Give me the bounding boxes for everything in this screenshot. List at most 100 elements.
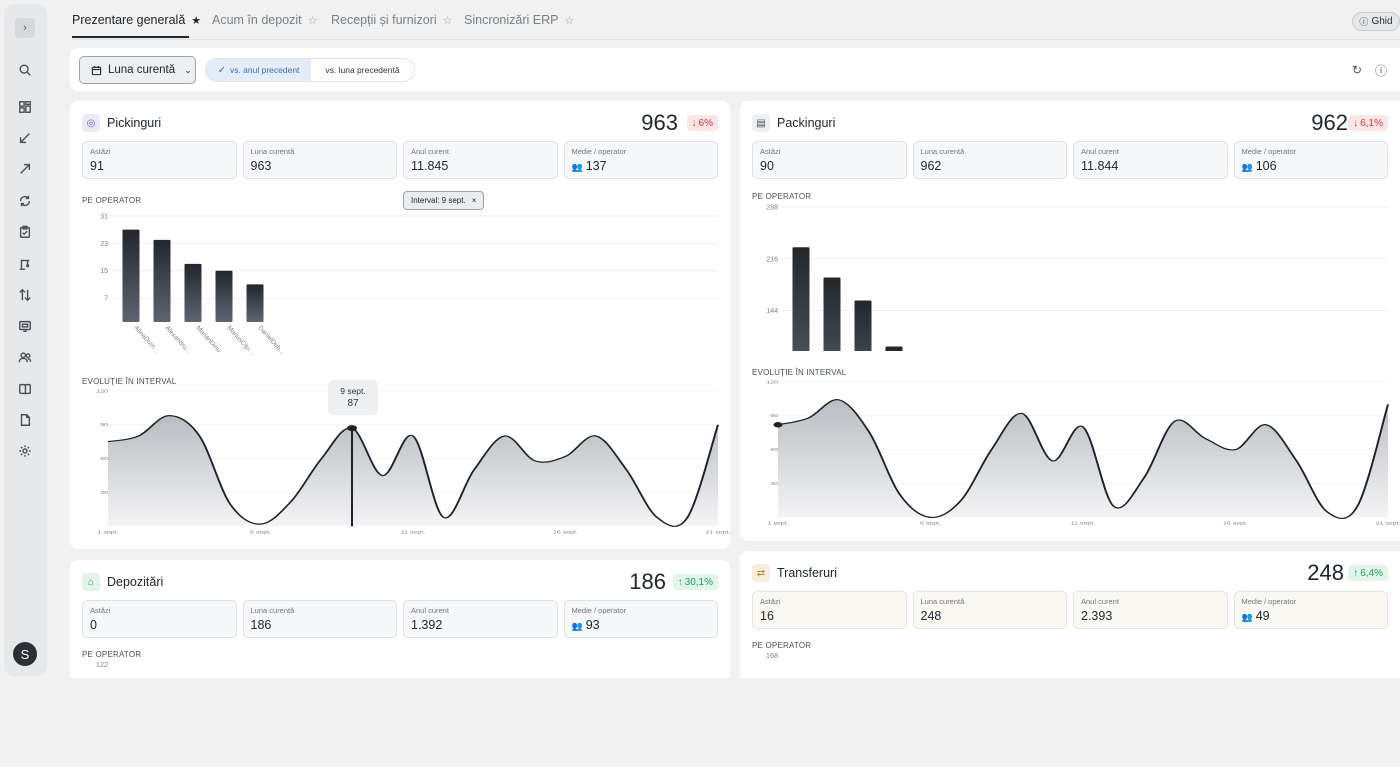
stat-current-year: Anul curent 11.845 xyxy=(403,141,558,179)
stats-row: Astăzi 90 Luna curentă 962 Anul curent 11.8… xyxy=(752,141,1388,179)
star-filled-icon[interactable]: ★ xyxy=(191,14,202,27)
y-tick-label: 7 xyxy=(104,296,108,303)
per-operator-label: PE OPERATOR xyxy=(82,196,142,205)
pickinguri-card: ◎ Pickinguri 963 ↓ 6% Astăzi 91 Luna curen… xyxy=(70,101,730,549)
book-icon[interactable] xyxy=(17,381,33,397)
stat-label: Anul curent xyxy=(411,147,449,156)
x-tick-label: Alexandru… xyxy=(164,325,193,356)
series-line[interactable] xyxy=(107,415,719,527)
arrow-up-icon: ↑ xyxy=(1353,567,1359,579)
option-label: vs. anul precedent xyxy=(229,65,300,75)
area-fill xyxy=(108,415,718,527)
guide-button[interactable]: ⓘ Ghid xyxy=(1352,12,1400,31)
stat-value: 137 xyxy=(585,159,607,173)
arrow-down-icon: ↓ xyxy=(1353,117,1359,129)
per-operator-label: PE OPERATOR xyxy=(82,650,142,659)
tab-acum-in-depozit[interactable]: Acum în depozit ☆ xyxy=(212,13,318,27)
close-icon[interactable]: × xyxy=(471,196,477,205)
delta-value: 6,1% xyxy=(1360,117,1383,129)
stat-value: 962 xyxy=(920,159,942,173)
per-operator-label: PE OPERATOR xyxy=(752,192,812,201)
card-header: ▤ Packinguri 962 ↓ 6,1% xyxy=(752,110,1388,137)
refresh-icon[interactable]: ↻ xyxy=(1351,63,1363,77)
star-outline-icon[interactable]: ☆ xyxy=(564,14,575,27)
star-outline-icon[interactable]: ☆ xyxy=(442,14,453,27)
interval-filter-chip[interactable]: Interval: 9 sept. × xyxy=(403,191,485,210)
bar[interactable] xyxy=(854,300,872,351)
tab-receptii-si-furnizori[interactable]: Recepții și furnizori ☆ xyxy=(331,13,452,27)
users-icon[interactable] xyxy=(17,349,33,365)
bar[interactable] xyxy=(792,247,810,351)
clipboard-icon[interactable] xyxy=(17,224,33,240)
card-total: 186 xyxy=(629,569,666,594)
card-header: ⇄ Transferuri 248 ↑ 6,4% xyxy=(752,560,1388,587)
sidebar-toggle-button[interactable]: › xyxy=(15,18,35,38)
crane-icon[interactable] xyxy=(17,256,33,272)
stat-today: Astăzi 90 xyxy=(752,141,907,179)
tooltip-date: 9 sept. xyxy=(340,386,366,396)
bar[interactable] xyxy=(153,239,171,322)
stats-row: Astăzi 91 Luna curentă 963 Anul curent 11.8… xyxy=(82,141,718,179)
period-select[interactable]: Luna curentă ⌄ xyxy=(79,56,196,84)
axis-tick-label: 122 xyxy=(96,662,109,669)
stat-label: Medie / operator xyxy=(1241,147,1297,156)
y-tick-label: 120 xyxy=(766,380,778,384)
stat-label: Medie / operator xyxy=(1241,597,1297,606)
y-tick-label: 288 xyxy=(766,205,778,212)
bar[interactable] xyxy=(823,277,841,351)
stat-value: 2.393 xyxy=(1081,609,1113,623)
stat-today: Astăzi 16 xyxy=(752,591,907,629)
stat-value: 93 xyxy=(585,618,600,632)
inbound-arrow-icon[interactable] xyxy=(17,130,33,146)
tab-label: Sincronizări ERP xyxy=(464,13,559,27)
dashboard-icon[interactable] xyxy=(17,99,33,115)
card-title: Packinguri xyxy=(777,116,836,130)
stat-average-per-operator: Medie / operator 👥 106 xyxy=(1233,141,1388,179)
compare-previous-month-option[interactable]: vs. luna precedentă xyxy=(311,59,414,81)
highlight-point[interactable] xyxy=(347,425,357,432)
bar[interactable] xyxy=(122,229,140,322)
screen-icon[interactable] xyxy=(17,318,33,334)
y-tick-label: 90 xyxy=(100,423,108,427)
bar[interactable] xyxy=(184,263,202,322)
tab-bar: Prezentare generală ★ Acum în depozit ☆ Re… xyxy=(72,0,1400,40)
stat-current-year: Anul curent 1.392 xyxy=(403,600,558,638)
stat-value: 0 xyxy=(90,618,97,632)
card-title: Pickinguri xyxy=(107,116,162,130)
y-tick-label: 90 xyxy=(770,414,778,418)
area-fill xyxy=(778,399,1388,519)
y-tick-label: 216 xyxy=(766,256,778,263)
y-tick-label: 60 xyxy=(770,448,778,452)
outbound-arrow-icon[interactable] xyxy=(17,161,33,177)
series-line[interactable] xyxy=(777,399,1389,520)
data-point[interactable] xyxy=(773,422,783,428)
refresh-cycle-icon[interactable] xyxy=(17,193,33,209)
card-total: 248 xyxy=(1307,560,1344,585)
tab-prezentare-generala[interactable]: Prezentare generală ★ xyxy=(72,13,201,27)
delta-badge: ↓ 6,1% xyxy=(1348,115,1388,131)
people-icon: 👥 xyxy=(571,162,583,172)
bar[interactable] xyxy=(885,346,903,351)
delta-value: 6% xyxy=(698,117,713,129)
user-avatar[interactable]: S xyxy=(13,642,37,666)
tab-sincronizari-erp[interactable]: Sincronizări ERP ☆ xyxy=(464,13,574,27)
document-icon[interactable] xyxy=(17,412,33,428)
evolution-area-chart: 120 90 60 30 1 sept. 6 sept. 11 sept. 16 sept. 2… xyxy=(96,389,730,535)
check-icon: ✓ xyxy=(217,64,226,76)
evolution-area-chart: 120 90 60 30 1 sept. 6 sept. 11 sept. 16 sept. 2… xyxy=(766,380,1400,526)
search-icon[interactable] xyxy=(17,62,33,78)
bar[interactable] xyxy=(215,270,233,322)
stat-value: 1.392 xyxy=(411,618,443,632)
gear-icon[interactable] xyxy=(17,443,33,459)
star-outline-icon[interactable]: ☆ xyxy=(307,14,318,27)
bar[interactable] xyxy=(246,284,264,322)
info-icon[interactable]: ⓘ xyxy=(1374,63,1387,78)
transfer-icon[interactable] xyxy=(17,287,33,303)
x-tick-label: MarianDinu xyxy=(195,325,223,355)
y-tick-label: 15 xyxy=(100,268,108,275)
stat-label: Luna curentă xyxy=(250,147,295,156)
y-tick-label: 23 xyxy=(100,241,108,248)
stat-value: 248 xyxy=(920,609,942,623)
compare-previous-year-option[interactable]: ✓ vs. anul precedent xyxy=(206,59,311,81)
stats-row: Astăzi 0 Luna curentă 186 Anul curent 1.392… xyxy=(82,600,718,638)
